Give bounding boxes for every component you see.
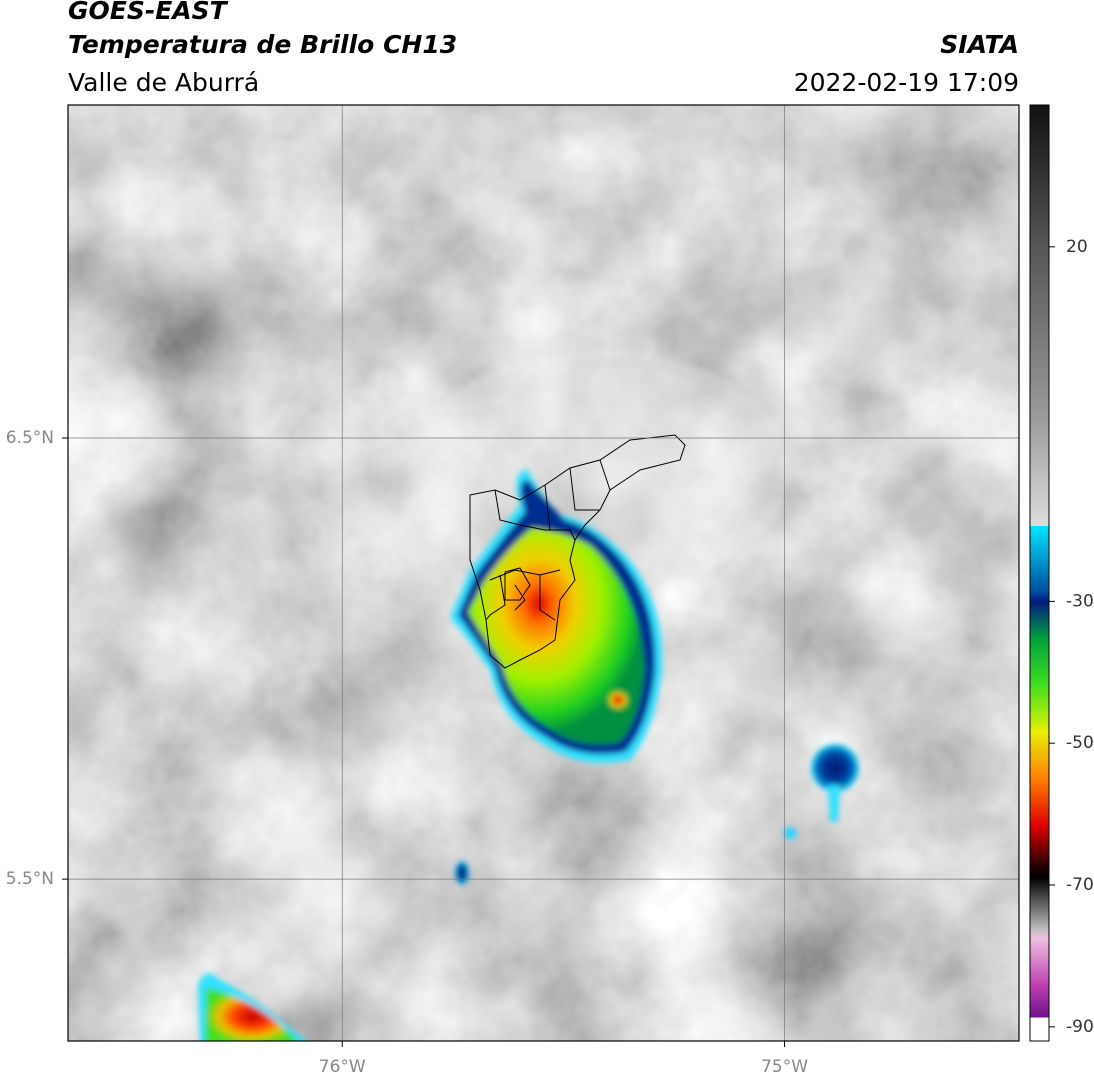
x-tick-label: 75°W [761,1057,808,1077]
region: Valle de Aburrá [68,68,259,97]
map-image [68,105,1019,1041]
graticule [68,105,1019,1041]
title: GOES-EAST [68,0,229,25]
y-tick-label: 6.5°N [6,428,54,448]
municipal-boundaries [469,434,686,669]
map-frame [67,104,1020,1042]
colorbar-tick-label: -50 [1066,733,1094,753]
x-tick-label: 76°W [319,1057,366,1077]
datetime: 2022-02-19 17:09 [794,68,1019,97]
colorbar-tick-label: 20 [1066,237,1088,257]
colorbar-tick-label: -90 [1066,1017,1094,1037]
storm-cells [198,470,859,1041]
y-tick-label: 5.5°N [6,869,54,889]
colorbar-tick-label: -70 [1066,875,1094,895]
colorbar [1029,104,1050,1042]
subtitle: Temperatura de Brillo CH13 [68,30,457,59]
colorbar-tick-label: -30 [1066,591,1094,611]
source: SIATA [940,30,1019,59]
